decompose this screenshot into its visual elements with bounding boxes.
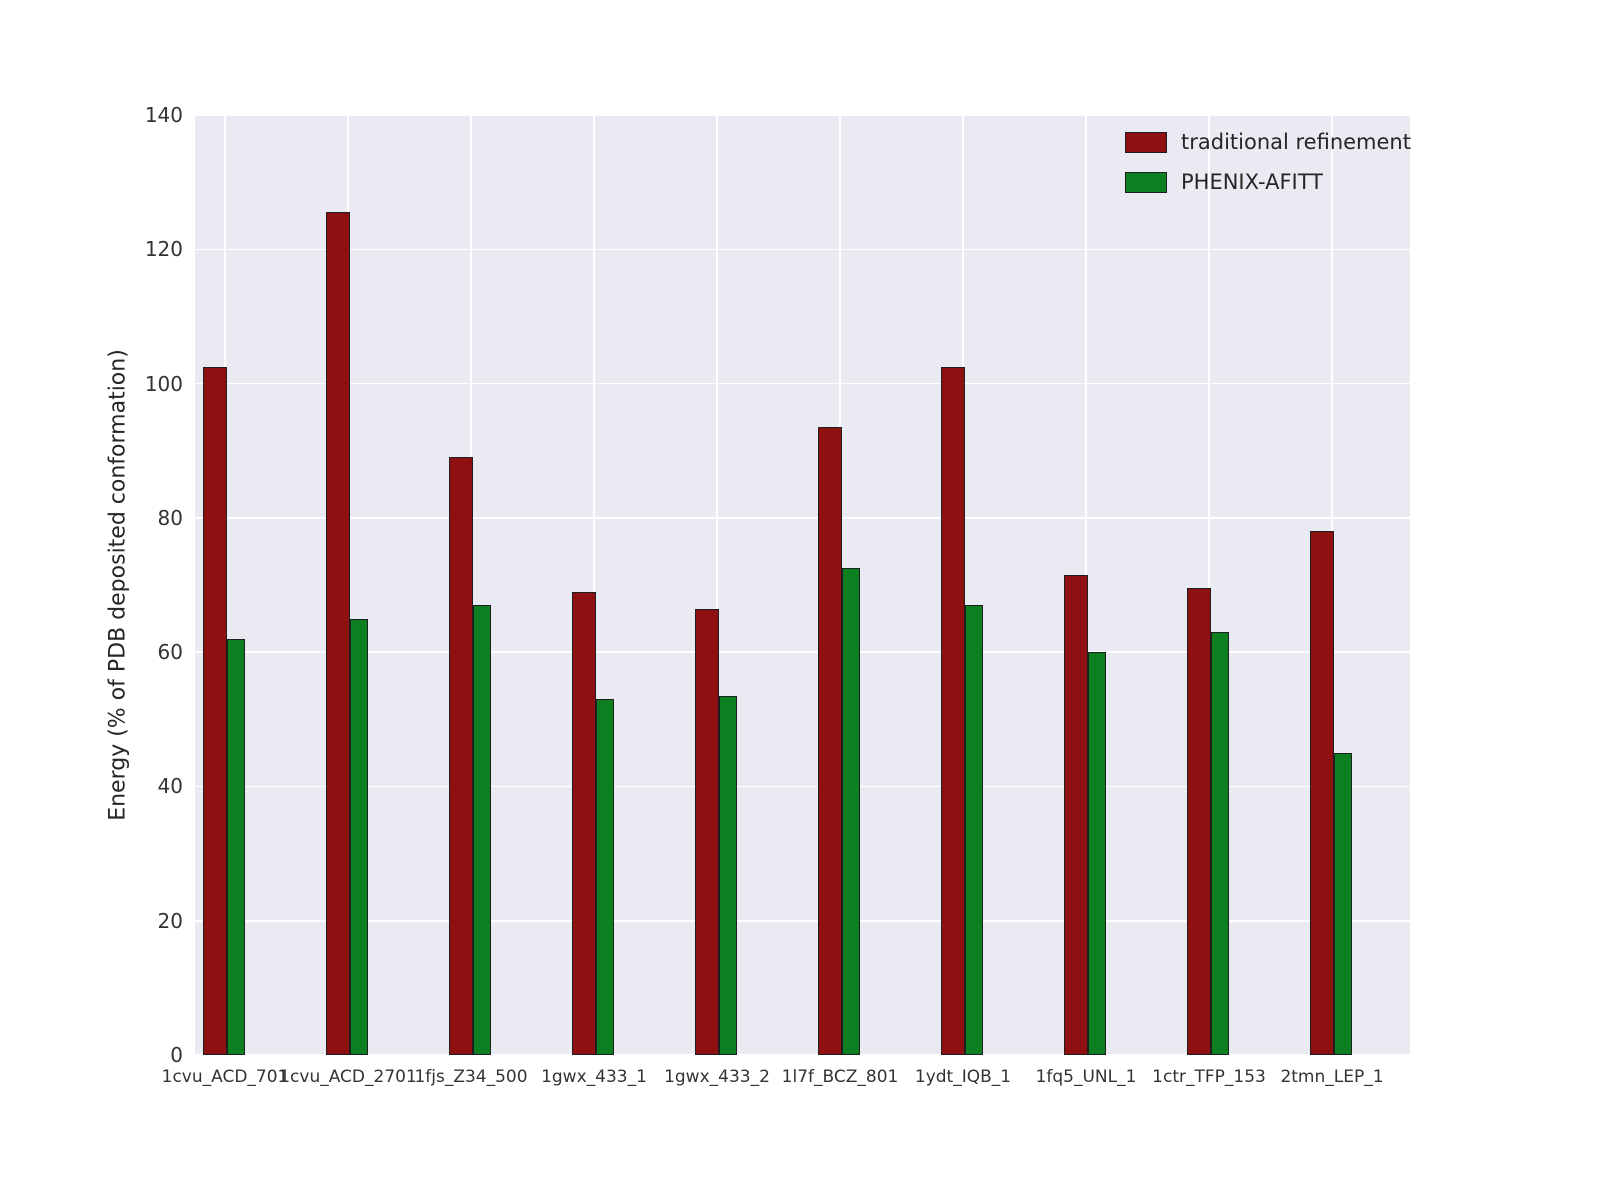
y-axis-label: Energy (% of PDB deposited conformation) [105,349,131,821]
bar-traditional-refinement [326,212,350,1055]
y-tick-label: 80 [157,505,183,530]
legend-label-afitt: PHENIX-AFITT [1181,170,1324,194]
h-gridline [195,517,1410,519]
v-gridline [716,115,718,1055]
y-tick-label: 0 [170,1043,183,1067]
h-gridline [195,785,1410,788]
bar-traditional-refinement [1187,588,1211,1055]
y-tick-label: 20 [157,908,183,933]
bar-phenix-afitt [1334,752,1352,1055]
bar-phenix-afitt [719,695,737,1055]
bar-phenix-afitt [1211,632,1229,1055]
bar-layer [195,115,1410,1055]
bar-phenix-afitt [473,605,491,1055]
y-tick-label: 120 [144,237,183,262]
x-tick-label: 1l7f_BCZ_801 [781,1067,899,1087]
bar-phenix-afitt [965,605,983,1055]
v-gridline [1208,115,1210,1055]
bar-traditional-refinement [572,591,596,1055]
bar-traditional-refinement [695,608,719,1055]
h-gridline [195,651,1410,653]
x-tick-label: 1gwx_433_1 [541,1067,647,1087]
bar-traditional-refinement [203,366,227,1055]
h-gridline [195,248,1410,251]
legend: traditional refinement PHENIX-AFITT [1125,130,1411,194]
v-gridline [593,115,595,1055]
x-tick-label: 1ydt_IQB_1 [914,1067,1012,1087]
legend-swatch-traditional [1125,131,1167,153]
plot-area: traditional refinement PHENIX-AFITT [195,114,1411,1056]
x-tick-label: 1fjs_Z34_500 [414,1067,528,1087]
x-tick-label: 1gwx_433_2 [664,1067,770,1087]
bar-traditional-refinement [1064,574,1088,1055]
legend-entry-afitt: PHENIX-AFITT [1125,170,1411,194]
h-gridline [195,114,1410,116]
y-tick-label: 40 [157,774,183,799]
h-gridline [195,919,1410,922]
legend-swatch-afitt [1125,171,1167,193]
legend-entry-traditional: traditional refinement [1125,130,1411,154]
x-tick-label: 2tmn_LEP_1 [1280,1067,1384,1087]
y-tick-label: 60 [157,640,183,665]
y-tick-label: 100 [144,371,183,396]
bar-phenix-afitt [350,618,368,1055]
bar-traditional-refinement [941,366,965,1055]
h-gridline [195,382,1410,385]
h-gridline [195,1054,1410,1056]
bar-traditional-refinement [1310,531,1334,1055]
x-tick-label: 1cvu_ACD_701 [161,1067,289,1087]
x-tick-label: 1ctr_TFP_153 [1152,1067,1266,1087]
bar-phenix-afitt [596,699,614,1055]
bar-phenix-afitt [842,568,860,1055]
bar-phenix-afitt [1088,652,1106,1055]
y-tick-label: 140 [144,103,183,127]
legend-label-traditional: traditional refinement [1181,130,1411,154]
bar-phenix-afitt [227,638,245,1055]
x-tick-label: 1fq5_UNL_1 [1035,1067,1137,1087]
bar-traditional-refinement [818,427,842,1055]
x-tick-label: 1cvu_ACD_2701 [279,1067,417,1087]
bar-traditional-refinement [449,457,473,1055]
